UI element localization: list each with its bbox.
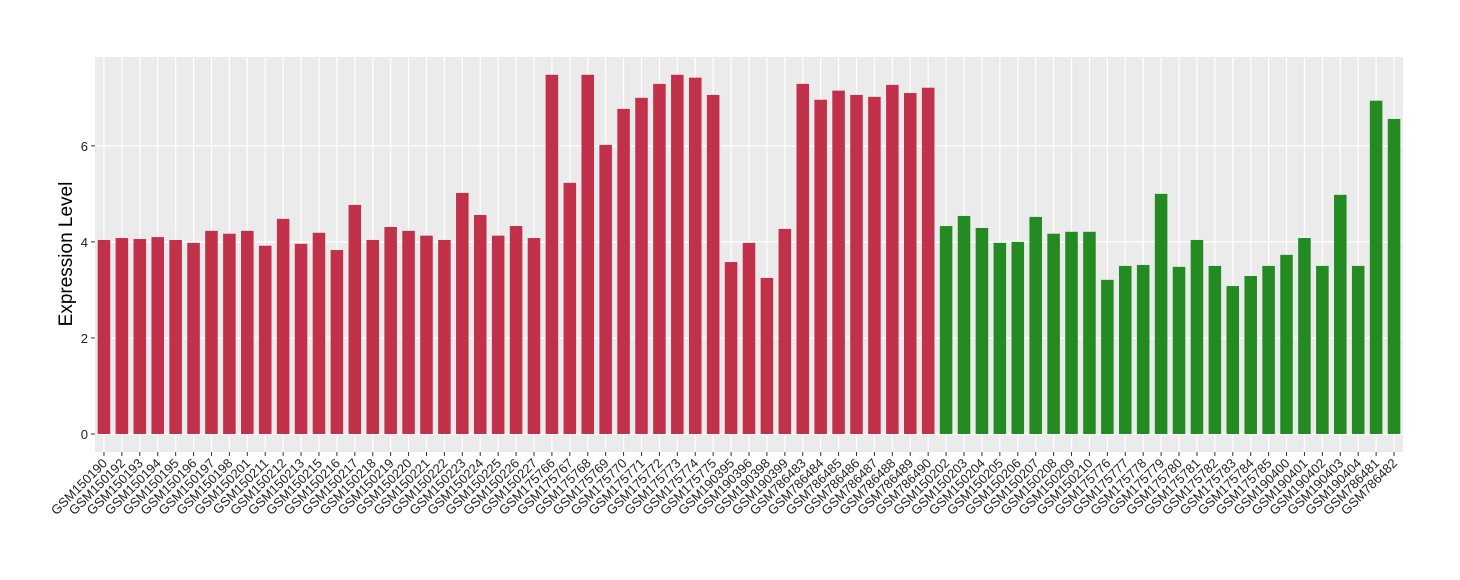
bar [760,277,774,434]
bar [957,215,971,434]
bar [294,243,308,434]
bar [330,250,344,434]
bar [1011,241,1025,434]
bar [850,94,863,434]
bar [975,227,989,434]
bars [97,74,1401,434]
bar [133,239,147,434]
bar [491,235,505,434]
y-tick-label: 6 [81,139,88,154]
bar [706,94,720,434]
bar [939,226,953,434]
bar [187,242,200,434]
bar [671,74,684,434]
bar [1244,275,1257,434]
bar [1351,265,1365,434]
bar [1083,231,1096,434]
bar [1172,266,1186,434]
bar [241,230,254,434]
bar [509,226,523,434]
bar [1101,279,1114,434]
bar [276,218,290,434]
bar [1298,238,1311,434]
bar [1029,216,1042,434]
bar [1065,231,1078,434]
bar [886,84,899,434]
bar [868,96,881,434]
bar [1047,233,1060,434]
bar [993,242,1007,434]
y-tick-label: 0 [81,427,88,442]
bar [527,238,541,434]
bar [420,235,433,434]
bar [456,192,469,434]
bar [1119,265,1132,434]
bar [617,108,630,434]
y-axis-title: Expression Level [56,182,77,327]
bar [223,233,236,434]
bar [115,238,129,434]
bar [1262,265,1275,434]
bar [151,237,164,434]
labels: 0246GSM150190GSM150192GSM150193GSM150194… [48,139,1400,518]
bar [312,232,326,434]
bar [1208,265,1222,434]
bar [724,262,738,434]
bar [903,93,917,434]
bar [1369,100,1383,434]
bar [1280,254,1293,434]
y-tick-label: 4 [81,235,88,250]
bar [366,239,379,434]
bar [832,90,845,434]
bar [1154,193,1168,434]
bar [688,77,702,434]
bar [796,83,810,434]
bar [778,228,792,434]
bar [1226,286,1240,434]
bar [581,74,595,434]
y-tick-label: 2 [81,331,88,346]
bar [563,182,577,434]
bar [205,230,218,434]
bar [921,87,935,434]
bar [599,144,612,434]
bar [473,215,487,434]
bar [545,74,559,434]
bar [402,230,415,434]
bar [1316,265,1329,434]
bar [1190,239,1204,434]
bar [169,239,182,434]
bar [438,239,451,434]
bar [258,245,272,434]
bar [97,239,111,434]
bar [1387,118,1401,434]
bar [1334,194,1347,434]
bar [348,204,362,434]
bar [635,97,648,434]
bar [384,227,397,434]
bar [1136,264,1150,434]
bar [742,242,756,434]
bar [653,83,666,434]
bar [814,99,827,434]
